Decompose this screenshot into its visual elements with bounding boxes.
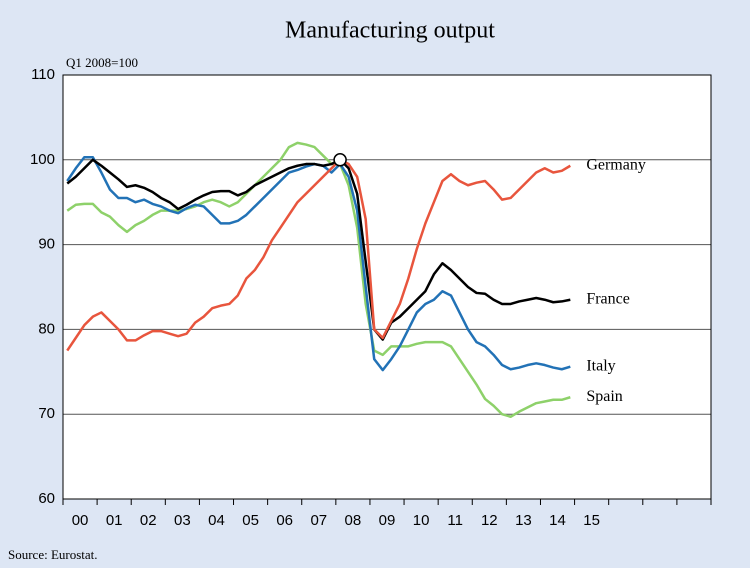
y-tick-label: 60	[38, 490, 55, 507]
x-tick-label: 01	[106, 512, 123, 529]
plot-area	[63, 75, 711, 499]
x-tick-label: 10	[413, 512, 430, 529]
reference-point	[333, 153, 347, 167]
y-tick-label: 110	[31, 66, 55, 83]
series-label: Italy	[586, 357, 615, 374]
series-label: Germany	[586, 156, 646, 173]
x-tick-label: 08	[345, 512, 362, 529]
x-tick-label: 02	[140, 512, 157, 529]
series-line	[66, 158, 571, 341]
x-tick-label: 04	[208, 512, 225, 529]
source: Source: Eurostat.	[8, 547, 98, 562]
plot-frame	[62, 74, 712, 500]
x-tick-label: 11	[447, 512, 463, 529]
y-unit: Q1 2008=100	[66, 55, 138, 70]
x-tick-label: 12	[481, 512, 498, 529]
x-tick-label: 14	[549, 512, 566, 529]
x-tick-label: 05	[242, 512, 259, 529]
x-tick-label: 09	[379, 512, 396, 529]
series-label: France	[586, 290, 630, 307]
x-tick-label: 00	[72, 512, 89, 529]
series-line	[66, 141, 571, 418]
y-tick-label: 100	[30, 151, 55, 168]
series-line	[66, 158, 571, 352]
y-tick-label: 70	[38, 405, 55, 422]
x-tick-label: 13	[515, 512, 532, 529]
x-tick-label: 03	[174, 512, 191, 529]
series-label: Spain	[586, 388, 622, 405]
y-tick-label: 80	[38, 320, 55, 337]
x-tick-label: 07	[310, 512, 327, 529]
chart-title: Manufacturing output	[285, 18, 495, 44]
y-tick-label: 90	[38, 236, 55, 253]
x-tick-label: 15	[583, 512, 600, 529]
x-tick-label: 06	[276, 512, 293, 529]
